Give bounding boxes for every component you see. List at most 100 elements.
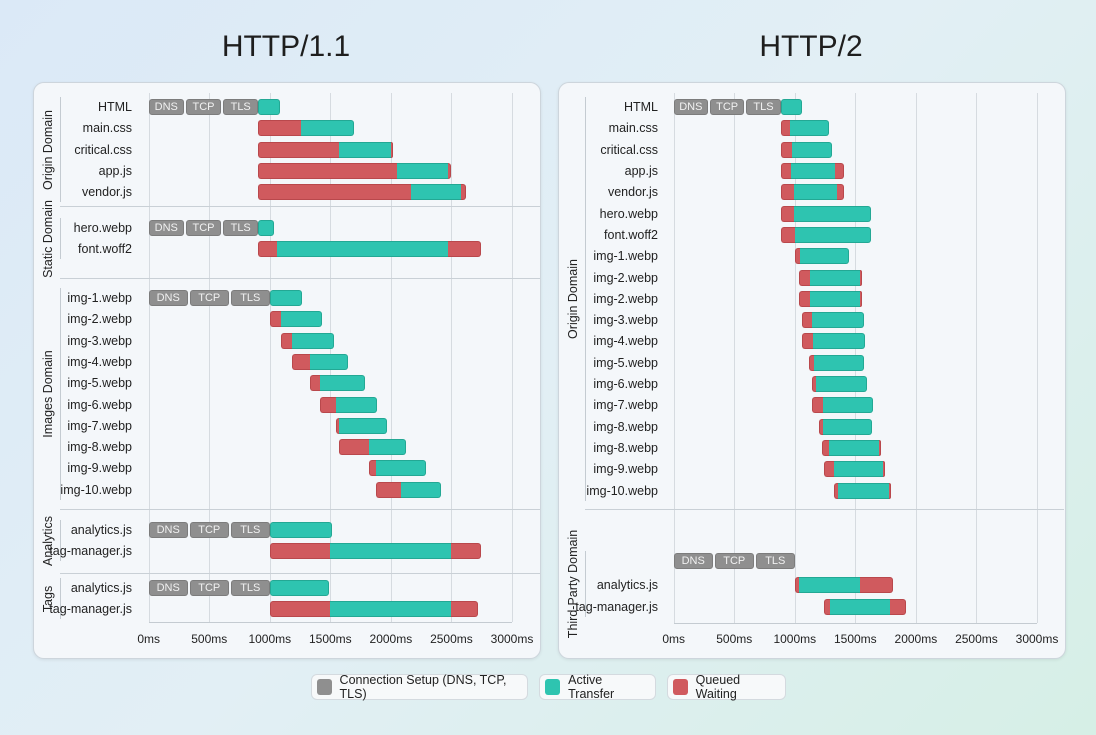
- request-label: critical.css: [74, 143, 132, 157]
- gridline: [734, 93, 736, 623]
- queued-waiting-segment: [780, 120, 790, 136]
- request-label: img-10.webp: [60, 483, 132, 497]
- request-label: img-1.webp: [593, 249, 658, 263]
- request-label: img-2.webp: [593, 292, 658, 306]
- legend-item-connection: Connection Setup (DNS, TCP, TLS): [311, 673, 528, 701]
- x-tick-label: 500ms: [191, 632, 228, 646]
- request-label: font.woff2: [604, 228, 658, 242]
- x-tick-label: 2500ms: [430, 632, 473, 646]
- group-separator: [585, 509, 1064, 510]
- active-transfer-segment: [791, 163, 835, 179]
- gridline: [269, 93, 271, 622]
- queued-waiting-segment: [451, 601, 479, 617]
- request-label: vendor.js: [607, 185, 658, 199]
- gridline: [794, 93, 796, 623]
- active-transfer-segment: [339, 418, 388, 434]
- queued-waiting-segment: [798, 270, 810, 286]
- connection-tcp-segment: TCP: [714, 553, 754, 569]
- request-label: img-8.webp: [593, 420, 658, 434]
- connection-tcp-segment: TCP: [185, 220, 222, 236]
- group-bracket: [60, 97, 61, 202]
- active-transfer-segment: [789, 120, 830, 136]
- x-axis-line: [673, 623, 1037, 624]
- request-label: img-6.webp: [593, 377, 658, 391]
- request-label: app.js: [98, 164, 132, 178]
- active-transfer-segment: [269, 580, 330, 596]
- request-label: img-1.webp: [67, 291, 132, 305]
- active-transfer-segment: [330, 543, 452, 559]
- request-label: img-4.webp: [67, 355, 132, 369]
- queued-waiting-segment: [812, 376, 817, 392]
- connection-tls-segment: TLS: [230, 290, 270, 306]
- request-label: HTML: [623, 100, 658, 114]
- gridline: [976, 93, 978, 623]
- legend-swatch-queued: [673, 679, 688, 695]
- chart-title-http1: HTTP/1.1: [221, 30, 351, 63]
- request-label: tag-manager.js: [49, 602, 132, 616]
- active-transfer-segment: [799, 248, 849, 264]
- connection-dns-segment: DNS: [148, 99, 184, 115]
- x-tick-label: 3000ms: [1015, 632, 1059, 646]
- connection-dns-segment: DNS: [673, 99, 708, 115]
- active-transfer-segment: [400, 482, 442, 498]
- request-label: img-2.webp: [67, 312, 132, 326]
- gridline: [1037, 93, 1038, 623]
- queued-waiting-segment: [780, 163, 792, 179]
- queued-waiting-segment: [448, 241, 482, 257]
- group-separator: [60, 278, 540, 279]
- request-label: img-9.webp: [67, 461, 132, 475]
- queued-waiting-segment: [258, 241, 278, 257]
- active-transfer-segment: [338, 142, 391, 158]
- x-tick-label: 2500ms: [955, 632, 998, 646]
- connection-tcp-segment: TCP: [710, 99, 745, 115]
- request-label: img-3.webp: [593, 313, 658, 327]
- active-transfer-segment: [269, 290, 302, 306]
- active-transfer-segment: [794, 184, 838, 200]
- queued-waiting-segment: [859, 270, 862, 286]
- queued-waiting-segment: [369, 460, 377, 476]
- active-transfer-segment: [397, 163, 449, 179]
- queued-waiting-segment: [780, 142, 793, 158]
- x-tick-label: 3000ms: [490, 632, 534, 646]
- group-bracket: [585, 97, 586, 501]
- active-transfer-segment: [410, 184, 462, 200]
- x-tick-label: 1500ms: [308, 632, 352, 646]
- active-transfer-segment: [816, 376, 867, 392]
- queued-waiting-segment: [808, 355, 815, 371]
- connection-tcp-segment: TCP: [189, 290, 229, 306]
- legend-item-active: Active Transfer: [539, 673, 656, 701]
- active-transfer-segment: [369, 439, 407, 455]
- group-bracket: [585, 551, 586, 617]
- request-label: hero.webp: [599, 207, 658, 221]
- queued-waiting-segment: [338, 439, 370, 455]
- queued-waiting-segment: [280, 333, 293, 349]
- active-transfer-segment: [780, 99, 803, 115]
- request-label: hero.webp: [73, 221, 132, 235]
- active-transfer-segment: [828, 440, 879, 456]
- legend-label: Connection Setup (DNS, TCP, TLS): [339, 673, 507, 701]
- queued-waiting-segment: [812, 397, 824, 413]
- group-bracket: [60, 288, 61, 500]
- queued-waiting-segment: [888, 483, 891, 499]
- request-label: tag-manager.js: [575, 600, 658, 614]
- connection-dns-segment: DNS: [148, 580, 188, 596]
- queued-waiting-segment: [310, 375, 321, 391]
- queued-waiting-segment: [824, 461, 834, 477]
- group-separator: [60, 206, 540, 207]
- group-bracket: [60, 578, 61, 619]
- x-tick-label: 0ms: [137, 632, 161, 646]
- queued-waiting-segment: [883, 461, 886, 477]
- x-tick-label: 1000ms: [773, 632, 817, 646]
- queued-waiting-segment: [269, 601, 331, 617]
- active-transfer-segment: [838, 483, 889, 499]
- queued-waiting-segment: [780, 184, 795, 200]
- legend-label: Active Transfer: [568, 673, 615, 701]
- request-label: img-8.webp: [593, 441, 658, 455]
- request-label: img-5.webp: [593, 356, 658, 370]
- active-transfer-segment: [809, 270, 860, 286]
- request-label: app.js: [624, 164, 658, 178]
- active-transfer-segment: [814, 355, 865, 371]
- request-label: img-7.webp: [593, 398, 658, 412]
- queued-waiting-segment: [859, 291, 862, 307]
- queued-waiting-segment: [269, 543, 331, 559]
